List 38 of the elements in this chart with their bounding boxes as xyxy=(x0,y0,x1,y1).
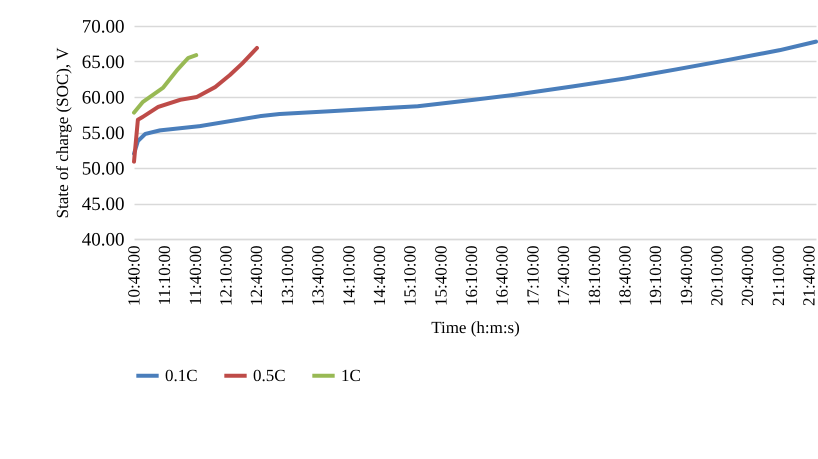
x-tick-label: 13:10:00 xyxy=(278,246,297,306)
x-tick-label: 19:40:00 xyxy=(676,246,696,306)
line-series xyxy=(132,40,818,156)
x-tick-label: 20:10:00 xyxy=(707,246,726,306)
x-tick-label: 16:40:00 xyxy=(492,246,512,306)
x-tick-label: 12:40:00 xyxy=(247,246,266,306)
x-tick-label: 18:40:00 xyxy=(615,246,634,306)
y-tick-label: 50.00 xyxy=(82,158,124,180)
x-tick-label: 20:40:00 xyxy=(738,246,758,306)
y-tick-label: 40.00 xyxy=(82,230,124,250)
x-tick-label: 10:40:00 xyxy=(124,246,144,306)
y-axis-title: State of charge (SOC), V xyxy=(52,46,72,218)
x-tick-label: 11:40:00 xyxy=(186,246,205,306)
y-tick-label: 60.00 xyxy=(82,88,124,108)
x-tick-label: 21:10:00 xyxy=(768,246,788,306)
x-axis-title: Time (h:m:s) xyxy=(431,318,520,337)
legend-label: 0.5C xyxy=(253,366,286,385)
x-tick-label: 19:10:00 xyxy=(646,246,666,306)
x-tick-label: 16:10:00 xyxy=(462,246,482,306)
x-tick-label: 14:40:00 xyxy=(370,246,389,306)
x-tick-label: 18:10:00 xyxy=(584,246,604,306)
x-tick-label: 15:40:00 xyxy=(431,246,450,306)
legend-label: 1C xyxy=(341,366,361,385)
line-series xyxy=(132,46,259,164)
x-tick-label: 12:10:00 xyxy=(216,246,236,306)
x-tick-label: 11:10:00 xyxy=(155,246,174,306)
x-tick-label: 14:10:00 xyxy=(339,246,358,306)
x-tick-label: 17:10:00 xyxy=(523,246,542,306)
x-tick-label: 21:40:00 xyxy=(800,246,818,306)
y-tick-label: 45.00 xyxy=(82,194,124,215)
legend-label: 0.1C xyxy=(165,366,198,385)
y-tick-label: 70.00 xyxy=(82,16,124,38)
x-tick-label: 17:40:00 xyxy=(554,246,574,306)
x-tick-label: 13:40:00 xyxy=(308,246,328,306)
line-series xyxy=(132,53,198,115)
x-tick-label: 15:10:00 xyxy=(400,246,420,306)
y-tick-label: 65.00 xyxy=(82,52,124,73)
y-tick-label: 55.00 xyxy=(82,123,124,144)
